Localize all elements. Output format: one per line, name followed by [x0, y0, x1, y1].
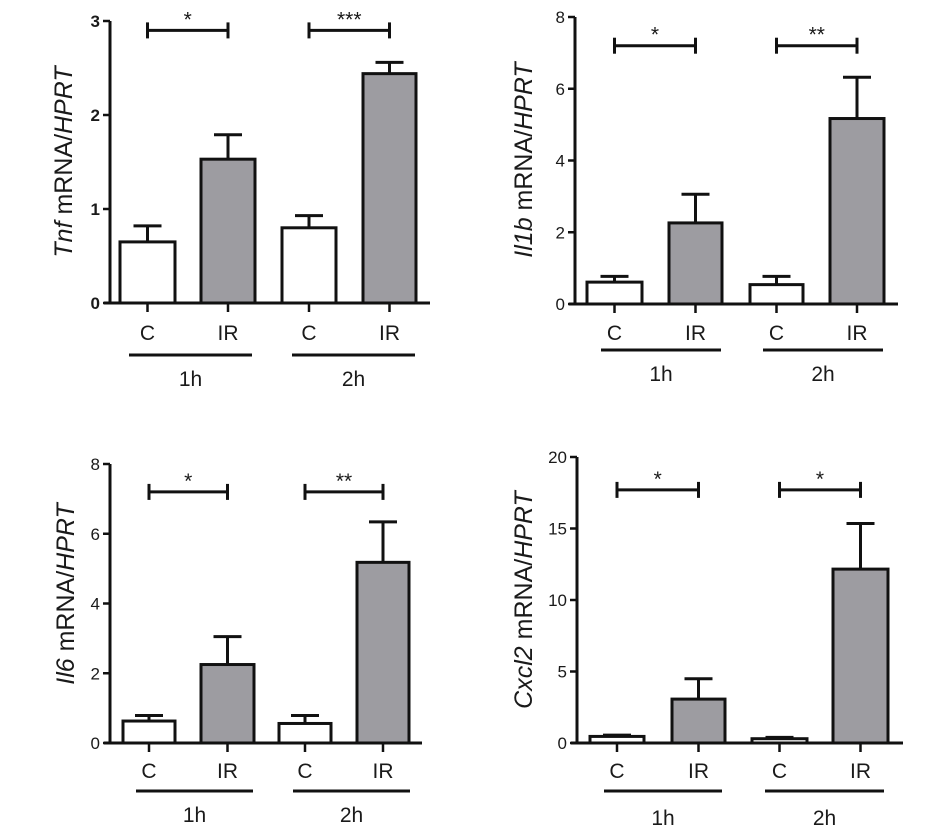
category-label: C — [301, 322, 316, 345]
group-label-2h: 2h — [811, 363, 834, 386]
category-label: C — [141, 760, 156, 783]
category-label: IR — [217, 760, 238, 783]
y-tick-label: 2 — [91, 106, 100, 125]
y-label-gene: Il1b — [510, 217, 538, 257]
category-label: C — [609, 760, 624, 783]
category-label: IR — [850, 760, 871, 783]
y-tick-label: 3 — [91, 12, 100, 31]
y-tick-label: 10 — [548, 591, 567, 610]
bar-il1b-ir-2h — [828, 117, 886, 306]
y-axis-label: Tnf mRNA/HPRT — [50, 65, 78, 258]
y-tick-label: 0 — [556, 295, 565, 314]
bar-il1b-c-2h — [748, 283, 805, 306]
group-label-2h: 2h — [342, 368, 365, 391]
y-label-text: mRNA/ — [50, 134, 78, 222]
group-label-1h: 1h — [649, 363, 672, 386]
y-tick-label: 2 — [91, 664, 100, 683]
y-tick-label: 8 — [556, 8, 565, 27]
group-label-2h: 2h — [813, 807, 836, 830]
y-tick-label: 0 — [91, 294, 100, 313]
bar-tnf-ir-2h — [361, 72, 418, 305]
bar-il1b-ir-1h — [667, 221, 724, 306]
y-label-reference: HPRT — [50, 65, 78, 134]
y-label-gene: Il6 — [52, 658, 80, 685]
significance-label: ** — [336, 470, 352, 493]
group-label-1h: 1h — [179, 368, 202, 391]
bar-il6-c-2h — [277, 721, 333, 745]
y-label-text: mRNA/ — [510, 130, 538, 218]
y-label-gene: Cxcl2 — [510, 646, 538, 709]
bar-il1b-c-1h — [585, 280, 644, 306]
bar-cxcl2-ir-2h — [831, 567, 890, 745]
y-tick-label: 4 — [91, 595, 100, 614]
category-label: IR — [373, 760, 394, 783]
significance-label: * — [654, 468, 662, 491]
y-label-reference: HPRT — [52, 502, 80, 571]
significance-label: * — [184, 470, 192, 493]
bar-cxcl2-c-1h — [588, 734, 646, 745]
y-tick-label: 2 — [556, 223, 565, 242]
y-tick-label: 0 — [91, 734, 100, 753]
y-label-gene: Tnf — [50, 218, 78, 257]
y-axis-label: Cxcl2 mRNA/HPRT — [510, 489, 538, 708]
y-tick-label: 6 — [556, 80, 565, 99]
bar-tnf-ir-1h — [199, 157, 257, 305]
y-tick-label: 15 — [548, 520, 567, 539]
bar-cxcl2-c-2h — [750, 737, 809, 745]
y-label-text: mRNA/ — [510, 559, 538, 647]
category-label: IR — [685, 322, 706, 345]
y-tick-label: 1 — [91, 200, 100, 219]
significance-label: * — [651, 24, 659, 47]
bar-tnf-c-2h — [280, 226, 338, 305]
panel-cxcl2: 0 5 10 15 20 C IR C IR 1h 2h * * Cxcl2 mRNA/HPRT — [510, 448, 903, 830]
category-label: C — [140, 322, 155, 345]
category-label: IR — [218, 322, 239, 345]
bar-tnf-c-1h — [118, 240, 177, 305]
bar-il6-ir-1h — [199, 663, 256, 745]
y-tick-label: 8 — [91, 455, 100, 474]
y-label-reference: HPRT — [510, 489, 538, 558]
y-tick-label: 0 — [558, 734, 567, 753]
group-label-1h: 1h — [183, 804, 206, 827]
y-label-text: mRNA/ — [52, 571, 80, 659]
category-label: C — [769, 322, 784, 345]
significance-label: * — [816, 468, 824, 491]
category-label: IR — [847, 322, 868, 345]
y-tick-label: 5 — [558, 663, 567, 682]
group-label-1h: 1h — [651, 807, 674, 830]
category-label: C — [607, 322, 622, 345]
y-axis-label: Il1b mRNA/HPRT — [510, 61, 538, 258]
y-tick-label: 6 — [91, 525, 100, 544]
category-label: IR — [379, 322, 400, 345]
group-label-2h: 2h — [340, 804, 363, 827]
significance-label: *** — [337, 8, 362, 31]
bar-cxcl2-ir-1h — [670, 697, 727, 745]
category-label: C — [772, 760, 787, 783]
significance-label: ** — [809, 24, 825, 47]
y-tick-label: 4 — [556, 152, 565, 171]
bar-il6-ir-2h — [355, 560, 411, 745]
significance-label: * — [184, 8, 192, 31]
bar-il6-c-1h — [121, 719, 177, 745]
y-label-reference: HPRT — [510, 61, 538, 130]
category-label: C — [297, 760, 312, 783]
category-label: IR — [688, 760, 709, 783]
y-tick-label: 20 — [548, 448, 567, 467]
y-axis-label: Il6 mRNA/HPRT — [52, 502, 80, 685]
